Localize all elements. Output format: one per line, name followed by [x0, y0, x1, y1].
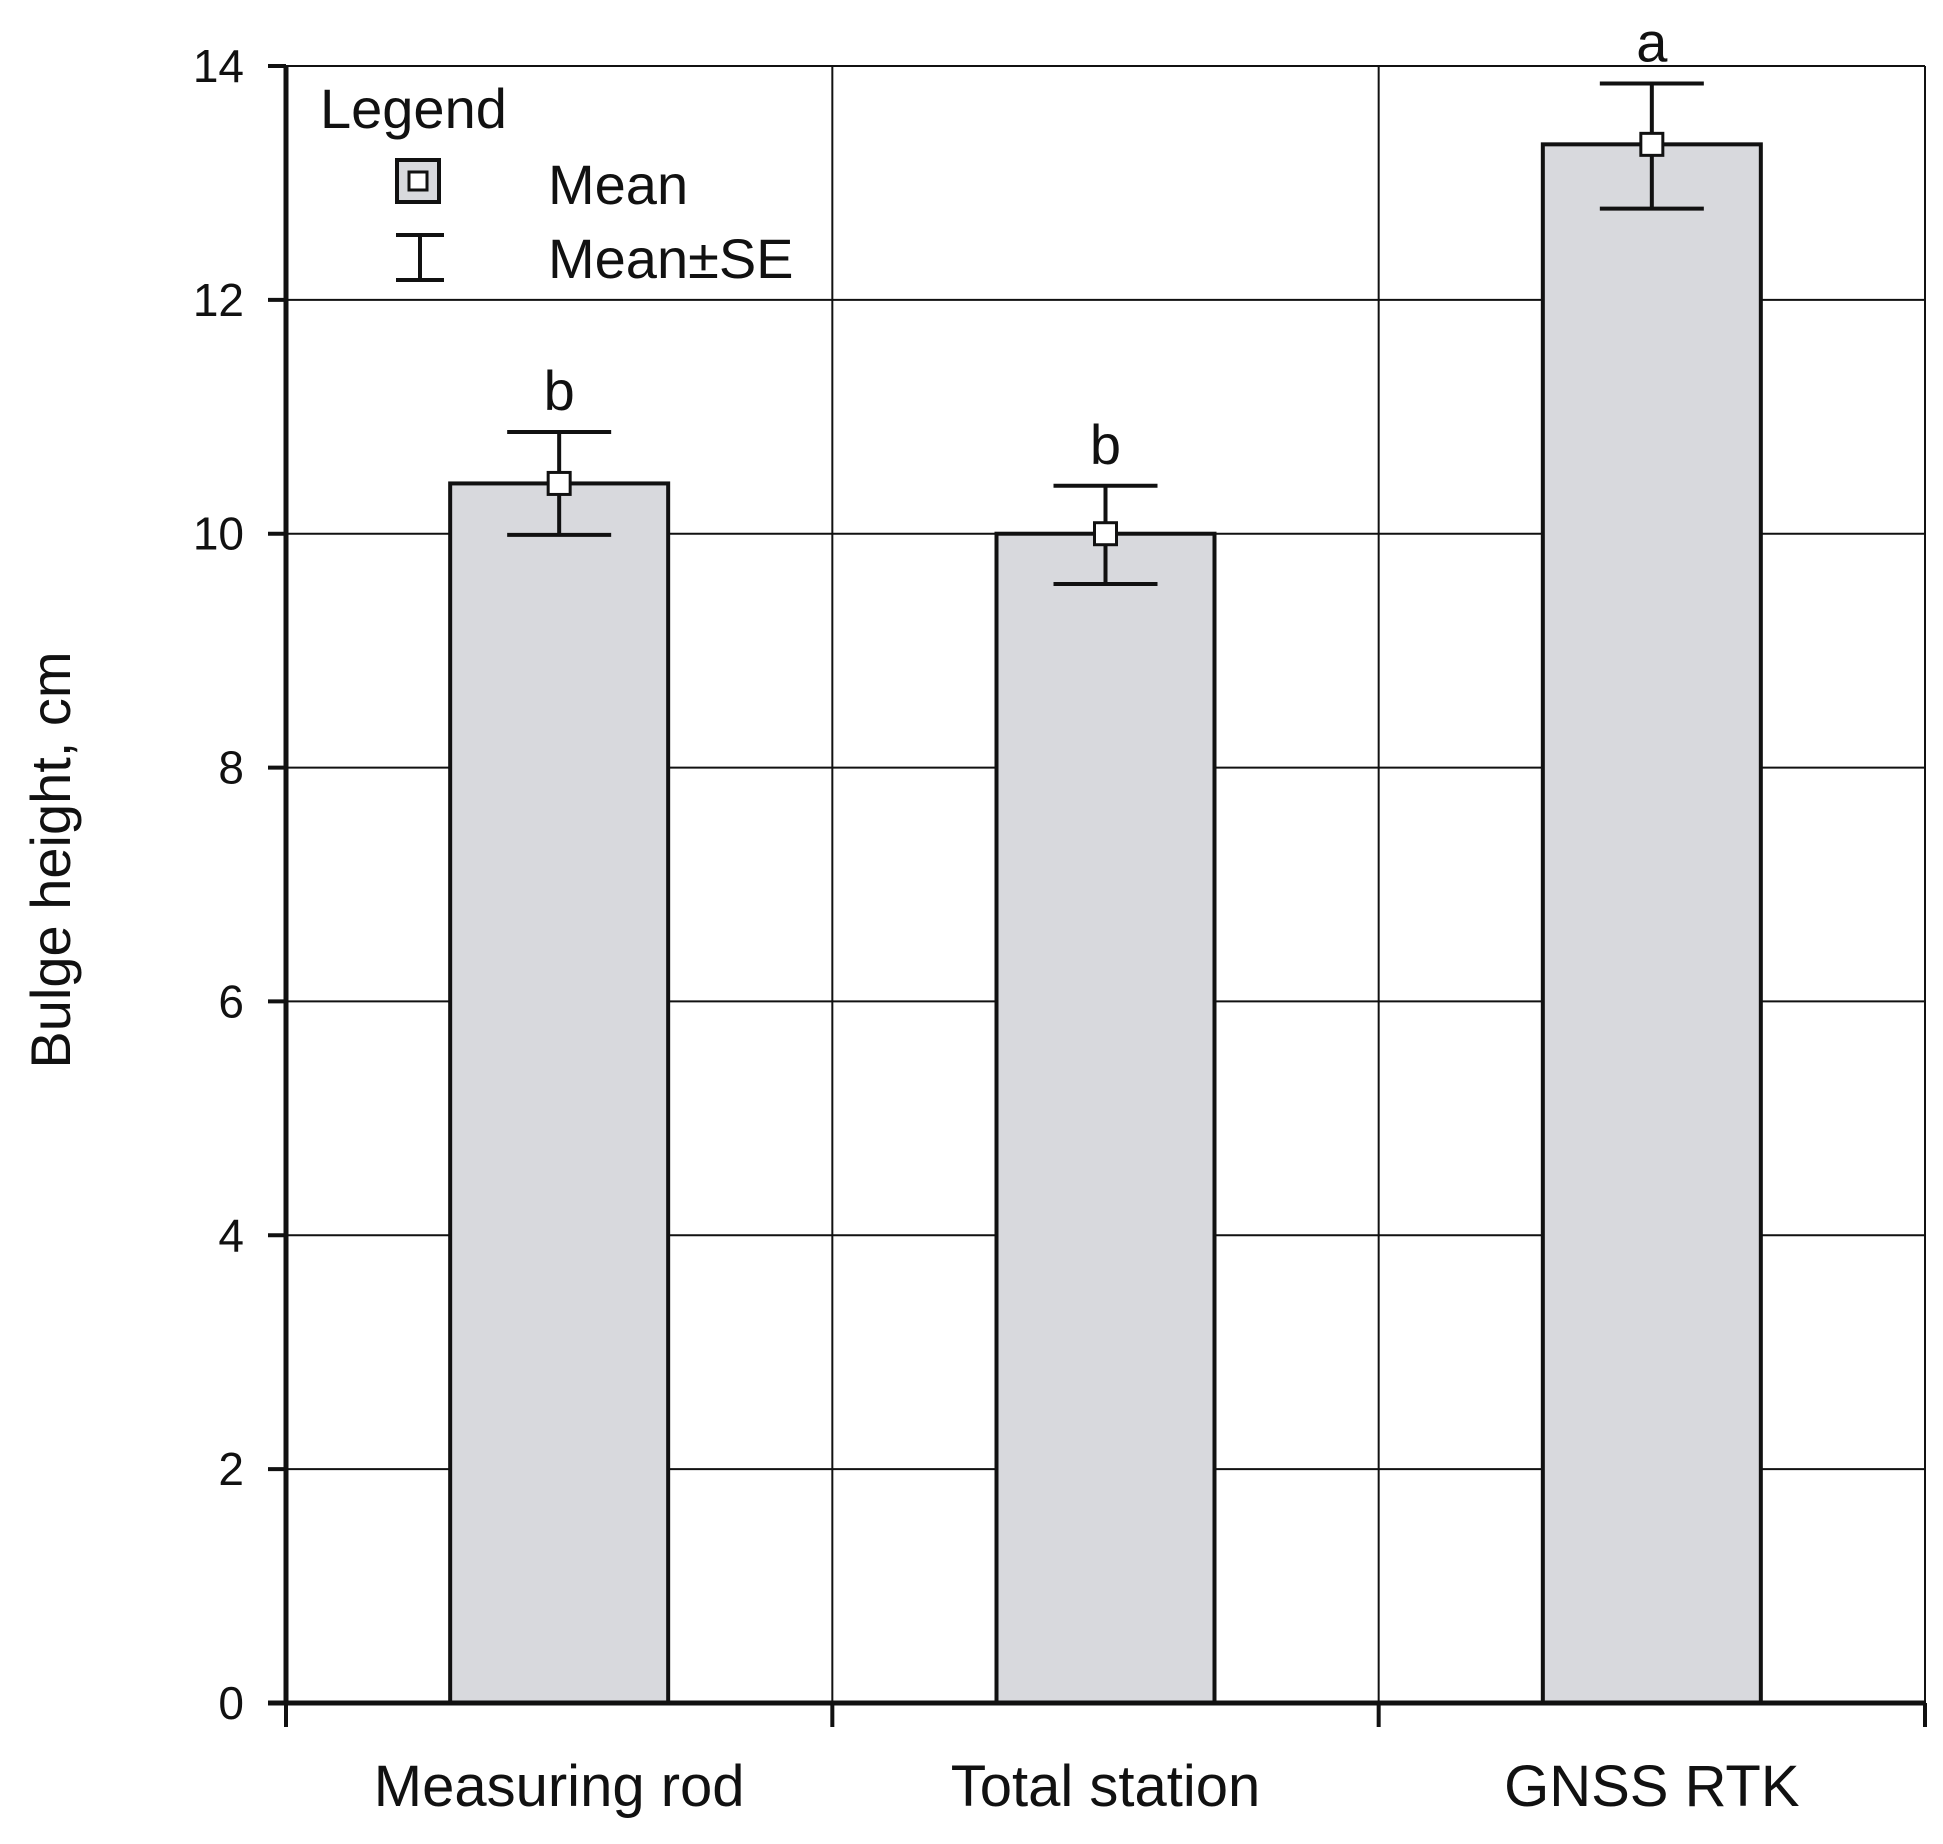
legend-title: Legend: [320, 77, 507, 140]
bars: [448, 142, 1763, 1706]
error-bar-icon: [396, 233, 444, 282]
y-tick-label: 14: [193, 40, 244, 92]
mean-marker: [1639, 131, 1665, 157]
y-tick-label: 12: [193, 274, 244, 326]
y-axis-title: Bulge height, cm: [19, 651, 82, 1068]
y-tick-label: 4: [218, 1209, 244, 1261]
error-bars: b b a: [507, 11, 1704, 586]
legend: Legend Mean Mean±SE: [320, 77, 794, 290]
y-tick-label: 2: [218, 1443, 244, 1495]
x-category-label: Measuring rod: [374, 1754, 745, 1819]
y-tick-label: 0: [218, 1677, 244, 1729]
legend-item-mean: Mean: [548, 153, 688, 216]
axes: 0 2 4 6 8 10 12 14 Measuring rod Total station GNS…: [193, 40, 1927, 1819]
bar: [994, 531, 1217, 1706]
y-tick-label: 8: [218, 742, 244, 794]
legend-item-mean-se: Mean±SE: [548, 227, 794, 290]
x-category-label: GNSS RTK: [1504, 1754, 1800, 1819]
bar: [448, 481, 671, 1705]
bar: [1540, 142, 1763, 1705]
significance-letter: a: [1636, 11, 1668, 74]
y-tick-label: 10: [193, 508, 244, 560]
significance-letter: b: [544, 359, 575, 422]
significance-letter: b: [1090, 413, 1121, 476]
square-marker-icon: [395, 158, 441, 204]
mean-marker: [546, 470, 572, 496]
y-tick-label: 6: [218, 975, 244, 1027]
mean-marker: [1093, 521, 1118, 547]
x-category-label: Total station: [951, 1754, 1261, 1819]
